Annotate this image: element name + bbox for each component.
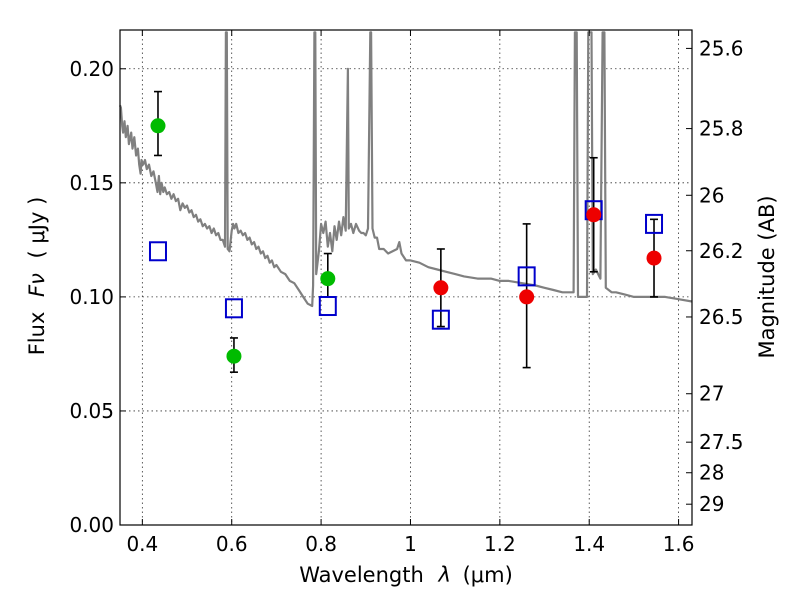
y-tick-label: 0.10 [69,285,114,309]
y2-axis-label: Magnitude (AB) [755,195,779,358]
model-photometry-square [224,298,243,319]
infrared-point [646,250,662,266]
y2-tick-label: 26 [699,183,724,207]
y-tick-label: 0.00 [69,513,114,537]
model-spectrum-layer [118,31,693,308]
model-photometry-square [645,213,664,234]
x-tick-label: 1.2 [484,532,516,556]
y-tick-label: 0.20 [69,57,114,81]
x-tick-label: 0.8 [305,532,337,556]
y2-tick-label: 25.6 [699,36,744,60]
x-tick-labels: 0.4 0.6 0.8 1 1.2 1.4 1.6 [126,532,694,556]
y-tick-labels: 0.00 0.05 0.10 0.15 0.20 [69,57,114,537]
x-tick-label: 1 [404,532,417,556]
observed-points-layer [150,118,662,364]
y2-tick-label: 29 [699,492,724,516]
axis-ticks [120,30,692,526]
y2-tick-label: 27.5 [699,430,744,454]
x-tick-label: 1.4 [573,532,605,556]
infrared-point [586,207,602,223]
y2-tick-label: 28 [699,461,724,485]
x-axis-label-prefix: Wavelength [299,563,424,587]
errorbar-layer [153,90,659,373]
model-photometry-square [148,241,167,262]
y2-tick-labels: 25.6 25.8 26 26.2 26.5 27 27.5 28 29 [699,36,744,516]
y2-tick-label: 25.8 [699,117,744,141]
optical-point [226,348,242,364]
optical-point [320,271,336,287]
grid-lines [120,30,692,525]
y-axis-label-unit: ( μJy ) [25,197,49,259]
y-axis-label-symbol: Fν [25,273,49,297]
y-axis-label: Flux Fν ( μJy ) [25,197,49,356]
model-spectrum-line [118,31,693,308]
x-axis-label-unit: (μm) [463,563,513,587]
x-axis-label-symbol: λ [437,563,450,587]
infrared-point [433,280,449,296]
x-tick-label: 0.6 [216,532,248,556]
y2-tick-label: 26.2 [699,239,744,263]
x-tick-label: 0.4 [126,532,158,556]
model-photometry-square [517,266,536,287]
optical-point [150,118,166,134]
y-tick-label: 0.05 [69,399,114,423]
y2-tick-label: 27 [699,382,724,406]
y-tick-label: 0.15 [69,171,114,195]
x-tick-label: 1.6 [663,532,695,556]
infrared-point [519,289,535,305]
x-axis-label: Wavelength λ (μm) [299,563,513,587]
model-photometry-square [431,309,450,330]
y2-tick-label: 26.5 [699,305,744,329]
model-photometry-square [318,296,337,317]
plot-frame [119,29,693,526]
y-axis-label-prefix: Flux [25,312,49,356]
